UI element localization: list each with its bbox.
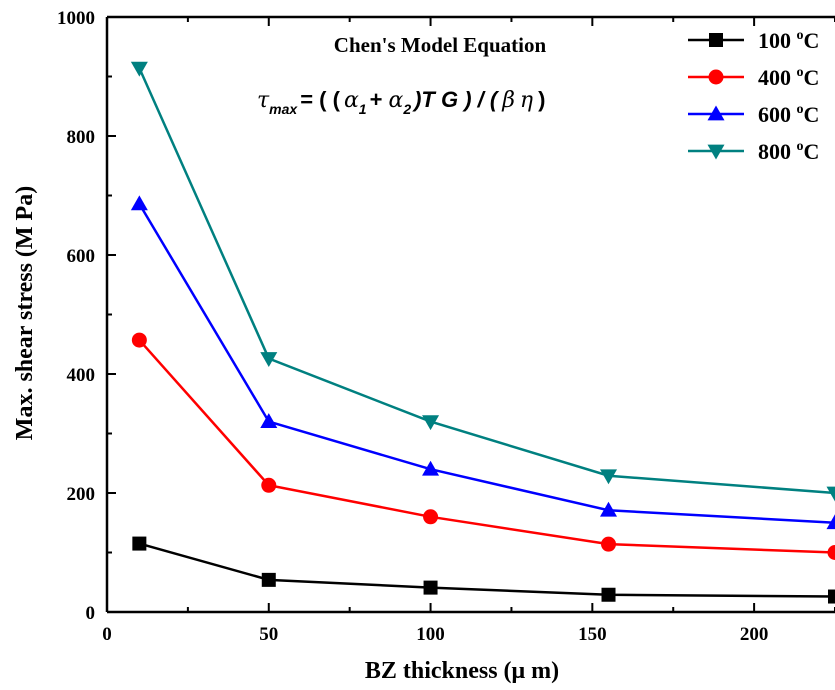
data-point — [261, 572, 276, 587]
series-line — [138, 203, 835, 524]
y-tick-label: 600 — [67, 246, 96, 267]
legend-label: 100 oC — [758, 28, 819, 53]
series-800 — [130, 61, 835, 502]
data-point — [261, 477, 277, 493]
x-tick-label: 150 — [578, 624, 607, 645]
equation-eta: η — [520, 88, 533, 113]
data-point — [132, 536, 147, 551]
data-point — [423, 509, 439, 525]
equation-alpha: α — [344, 88, 359, 113]
legend-swatch-marker — [708, 69, 724, 85]
equation-open: = ( ( — [300, 87, 340, 112]
legend-item-800: 800 oC — [688, 139, 819, 164]
x-axis-label: BZ thickness (μ m) — [365, 658, 559, 684]
equation-close: ) — [538, 87, 545, 112]
data-point — [600, 469, 618, 485]
data-point — [600, 501, 618, 517]
legend: 100 oC 400 oC 600 oC 800 oC — [688, 28, 819, 164]
legend-label: 600 oC — [758, 102, 819, 127]
data-point — [828, 589, 835, 604]
legend-item-100: 100 oC — [688, 28, 819, 53]
legend-swatch-marker — [709, 33, 723, 47]
x-tick-label: 200 — [740, 624, 769, 645]
legend-item-600: 600 oC — [688, 102, 819, 127]
data-point — [826, 486, 835, 502]
legend-label: 400 oC — [758, 65, 819, 90]
series-line — [139, 542, 835, 598]
data-point — [130, 195, 148, 211]
equation-plus: + — [370, 87, 383, 112]
legend-item-400: 400 oC — [688, 65, 819, 90]
series-600 — [130, 195, 835, 530]
y-tick-label: 800 — [67, 127, 96, 148]
equation-tau: τ — [257, 88, 270, 113]
legend-label: 800 oC — [758, 139, 819, 164]
x-tick-label: 50 — [259, 624, 278, 645]
data-point — [260, 352, 278, 368]
data-point — [422, 460, 440, 476]
chart-title: Chen's Model Equation — [334, 33, 547, 57]
data-point — [423, 580, 438, 595]
series-100 — [132, 536, 835, 604]
y-tick-label: 0 — [86, 603, 96, 624]
axis-ticks: 0 50 100 150 200 0 200 400 600 800 1000 — [57, 8, 835, 645]
equation-sub2: 2 — [402, 101, 411, 117]
x-tick-label: 100 — [416, 624, 445, 645]
data-point — [601, 536, 617, 552]
series-group — [130, 61, 835, 604]
data-point — [601, 587, 616, 602]
equation-mid: )T G ) / ( — [412, 87, 500, 112]
series-line — [138, 67, 835, 495]
y-tick-label: 1000 — [57, 8, 95, 29]
data-point — [130, 61, 148, 77]
data-point — [422, 415, 440, 431]
y-tick-label: 200 — [67, 484, 96, 505]
data-point — [260, 413, 278, 428]
data-point — [131, 332, 147, 348]
legend-swatch-marker — [707, 144, 725, 160]
equation-beta: β — [501, 88, 515, 113]
equation-tau-sub: max — [269, 101, 298, 117]
x-tick-label: 0 — [102, 624, 112, 645]
legend-swatch-marker — [707, 105, 725, 121]
equation-sub1: 1 — [359, 101, 367, 117]
equation: τmax = ( (α1 + α2)T G ) / (β η) — [257, 87, 545, 117]
series-400 — [131, 332, 835, 560]
series-line — [138, 339, 835, 554]
y-tick-label: 400 — [67, 365, 96, 386]
data-point — [826, 514, 835, 530]
data-point — [827, 545, 835, 560]
y-axis-label: Max. shear stress (M Pa) — [12, 186, 38, 440]
equation-alpha2: α — [388, 88, 403, 113]
